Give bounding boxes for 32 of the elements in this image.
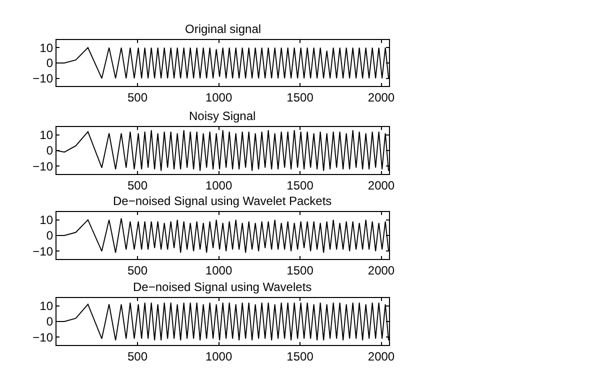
y-tick-label: −10 <box>32 159 54 174</box>
y-tick-label: 0 <box>46 228 54 243</box>
y-tick-label: −10 <box>32 72 54 86</box>
x-tick-label: 1000 <box>205 263 232 278</box>
y-tick-label: −10 <box>32 330 54 344</box>
x-tick-label: 2000 <box>368 263 395 278</box>
x-tick-label: 1000 <box>205 349 232 364</box>
chart-title: Original signal <box>185 22 262 36</box>
chart-title: De−noised Signal using Wavelets <box>133 280 312 294</box>
x-tick-label: 500 <box>128 263 148 278</box>
x-tick-label: 2000 <box>368 178 395 192</box>
y-tick-label: 10 <box>40 40 54 55</box>
x-tick-label: 2000 <box>368 90 395 104</box>
x-tick-label: 500 <box>128 90 148 104</box>
chart-title: De−noised Signal using Wavelet Packets <box>113 194 332 208</box>
x-tick-label: 500 <box>128 178 148 192</box>
y-tick-label: 0 <box>46 314 54 329</box>
x-tick-label: 500 <box>128 349 148 364</box>
x-tick-label: 1500 <box>286 90 314 104</box>
chart-title: Noisy Signal <box>189 109 256 123</box>
x-tick-label: 2000 <box>368 349 395 364</box>
x-tick-label: 1000 <box>205 90 232 104</box>
x-tick-label: 1500 <box>286 178 314 192</box>
x-tick-label: 1500 <box>286 263 314 278</box>
y-tick-label: −10 <box>32 244 54 258</box>
x-tick-label: 1500 <box>286 349 314 364</box>
y-tick-label: 10 <box>40 128 54 142</box>
y-tick-label: 0 <box>46 56 54 70</box>
x-tick-label: 1000 <box>205 178 232 192</box>
y-tick-label: 10 <box>40 299 54 314</box>
y-tick-label: 0 <box>46 144 54 158</box>
y-tick-label: 10 <box>40 213 54 228</box>
